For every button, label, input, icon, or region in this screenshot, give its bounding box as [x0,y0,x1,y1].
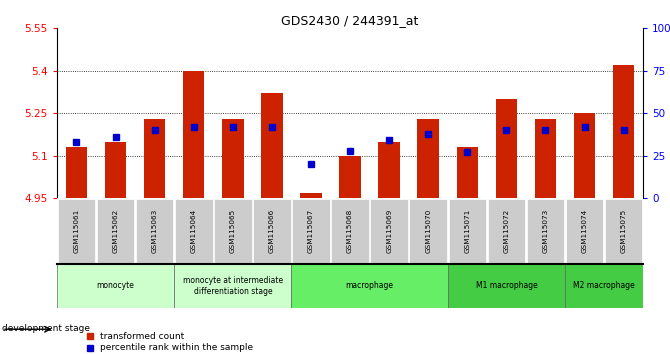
Bar [535,119,556,198]
Bar [339,156,361,198]
Bar [174,264,291,308]
Bar [136,199,174,263]
Text: GSM115062: GSM115062 [113,209,119,253]
Bar [331,199,369,263]
Text: GSM115068: GSM115068 [347,209,353,253]
Text: M2 macrophage: M2 macrophage [574,281,635,290]
Text: GSM115070: GSM115070 [425,209,431,253]
Bar [253,199,291,263]
Bar [527,199,564,263]
Text: M1 macrophage: M1 macrophage [476,281,537,290]
Bar [291,264,448,308]
Text: GSM115067: GSM115067 [308,209,314,253]
Text: GSM115063: GSM115063 [151,209,157,253]
Text: monocyte at intermediate
differentiation stage: monocyte at intermediate differentiation… [183,276,283,296]
Bar [488,199,525,263]
Text: GSM115069: GSM115069 [386,209,392,253]
Text: percentile rank within the sample: percentile rank within the sample [100,343,254,353]
Bar [409,199,447,263]
Bar [448,199,486,263]
Text: GSM115071: GSM115071 [464,209,470,253]
Bar [613,65,634,198]
Text: GSM115065: GSM115065 [230,209,236,253]
Bar [105,142,127,198]
Bar [96,199,134,263]
Bar [57,264,174,308]
Bar [222,119,244,198]
Bar [58,199,95,263]
Bar [214,199,252,263]
Bar [496,99,517,198]
Bar [574,113,596,198]
Text: GSM115074: GSM115074 [582,209,588,253]
Text: development stage: development stage [2,324,90,333]
Bar [144,119,165,198]
Text: GSM115066: GSM115066 [269,209,275,253]
Bar [379,142,400,198]
Text: GSM115075: GSM115075 [620,209,626,253]
Bar [371,199,408,263]
Text: GSM115064: GSM115064 [191,209,197,253]
Text: transformed count: transformed count [100,332,185,341]
Bar [448,264,565,308]
Bar [300,193,322,198]
Text: GSM115073: GSM115073 [543,209,549,253]
Title: GDS2430 / 244391_at: GDS2430 / 244391_at [281,14,419,27]
Bar [605,199,643,263]
Bar [183,71,204,198]
Bar [456,147,478,198]
Bar [66,147,87,198]
Text: GSM115061: GSM115061 [74,209,80,253]
Bar [565,264,643,308]
Text: macrophage: macrophage [346,281,393,290]
Bar [565,199,603,263]
Text: monocyte: monocyte [96,281,135,290]
Bar [417,119,439,198]
Text: GSM115072: GSM115072 [503,209,509,253]
Bar [292,199,330,263]
Bar [261,93,283,198]
Bar [175,199,212,263]
